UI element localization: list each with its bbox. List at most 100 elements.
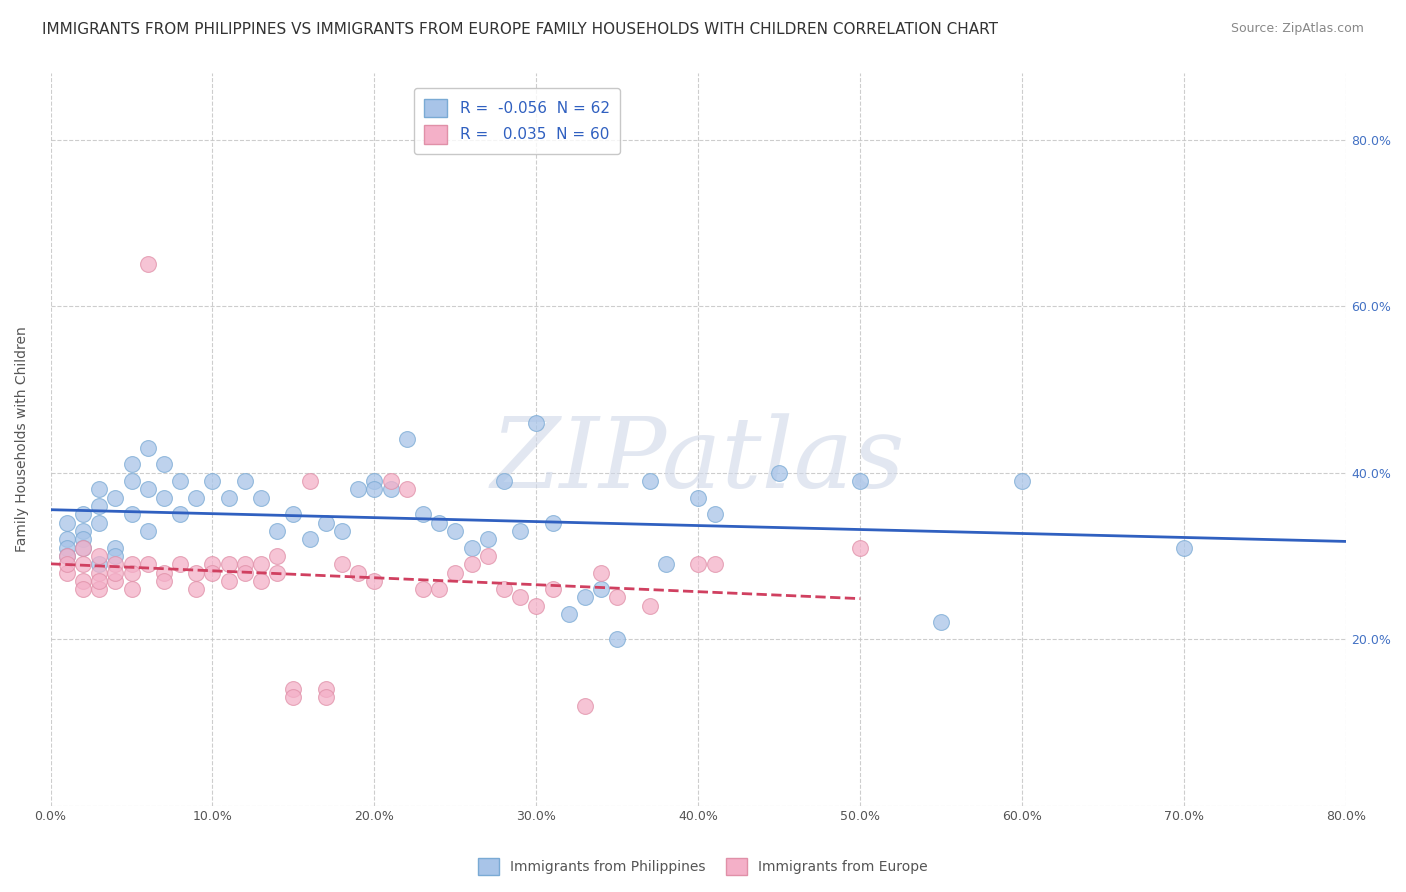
Point xyxy=(591,566,613,580)
Point xyxy=(87,499,110,513)
Point xyxy=(283,681,305,696)
Point xyxy=(136,441,159,455)
Point xyxy=(315,516,337,530)
Point xyxy=(121,474,143,488)
Point xyxy=(55,516,77,530)
Point xyxy=(492,474,515,488)
Point xyxy=(72,582,94,596)
Point xyxy=(591,582,613,596)
Point xyxy=(201,566,224,580)
Point xyxy=(541,582,564,596)
Point xyxy=(330,557,353,571)
Point xyxy=(380,482,402,496)
Point xyxy=(104,549,127,563)
Point xyxy=(169,507,191,521)
Point xyxy=(460,541,482,555)
Point xyxy=(87,582,110,596)
Point xyxy=(55,532,77,546)
Point xyxy=(87,549,110,563)
Point xyxy=(104,566,127,580)
Point xyxy=(153,566,176,580)
Point xyxy=(201,474,224,488)
Point xyxy=(460,557,482,571)
Point xyxy=(574,698,596,713)
Point xyxy=(363,574,385,588)
Point xyxy=(121,557,143,571)
Y-axis label: Family Households with Children: Family Households with Children xyxy=(15,326,30,552)
Point xyxy=(121,566,143,580)
Point xyxy=(703,557,725,571)
Point xyxy=(266,566,288,580)
Point xyxy=(104,557,127,571)
Point xyxy=(558,607,581,621)
Point xyxy=(72,557,94,571)
Point xyxy=(283,690,305,705)
Point xyxy=(72,532,94,546)
Point xyxy=(233,557,256,571)
Point xyxy=(298,532,321,546)
Point xyxy=(492,582,515,596)
Point xyxy=(444,524,467,538)
Point xyxy=(121,457,143,471)
Point xyxy=(298,474,321,488)
Point xyxy=(218,557,240,571)
Text: ZIPatlas: ZIPatlas xyxy=(491,414,905,509)
Point xyxy=(315,681,337,696)
Point xyxy=(427,582,450,596)
Point xyxy=(55,566,77,580)
Point xyxy=(72,541,94,555)
Point xyxy=(638,599,661,613)
Point xyxy=(250,557,273,571)
Point xyxy=(201,557,224,571)
Point xyxy=(218,491,240,505)
Point xyxy=(104,574,127,588)
Point xyxy=(524,416,547,430)
Point xyxy=(427,516,450,530)
Point xyxy=(315,690,337,705)
Point xyxy=(347,482,370,496)
Point xyxy=(266,549,288,563)
Point xyxy=(477,549,499,563)
Point xyxy=(655,557,678,571)
Point xyxy=(153,491,176,505)
Point xyxy=(703,507,725,521)
Point xyxy=(1173,541,1195,555)
Text: IMMIGRANTS FROM PHILIPPINES VS IMMIGRANTS FROM EUROPE FAMILY HOUSEHOLDS WITH CHI: IMMIGRANTS FROM PHILIPPINES VS IMMIGRANT… xyxy=(42,22,998,37)
Point xyxy=(283,507,305,521)
Point xyxy=(849,474,872,488)
Point xyxy=(55,541,77,555)
Point xyxy=(169,474,191,488)
Point xyxy=(412,507,434,521)
Point xyxy=(688,557,710,571)
Point xyxy=(87,557,110,571)
Point xyxy=(509,591,531,605)
Point xyxy=(688,491,710,505)
Point xyxy=(72,541,94,555)
Point xyxy=(186,582,208,596)
Point xyxy=(250,574,273,588)
Text: Source: ZipAtlas.com: Source: ZipAtlas.com xyxy=(1230,22,1364,36)
Point xyxy=(218,574,240,588)
Point xyxy=(104,541,127,555)
Point xyxy=(444,566,467,580)
Point xyxy=(412,582,434,596)
Point xyxy=(121,507,143,521)
Point xyxy=(395,482,418,496)
Point xyxy=(87,482,110,496)
Point xyxy=(55,549,77,563)
Point xyxy=(363,474,385,488)
Point xyxy=(72,524,94,538)
Point xyxy=(524,599,547,613)
Point xyxy=(330,524,353,538)
Point xyxy=(121,582,143,596)
Point xyxy=(606,591,628,605)
Point xyxy=(250,491,273,505)
Point xyxy=(574,591,596,605)
Point xyxy=(929,615,952,630)
Legend: Immigrants from Philippines, Immigrants from Europe: Immigrants from Philippines, Immigrants … xyxy=(472,853,934,880)
Point xyxy=(136,557,159,571)
Legend: R =  -0.056  N = 62, R =   0.035  N = 60: R = -0.056 N = 62, R = 0.035 N = 60 xyxy=(413,88,620,154)
Point xyxy=(638,474,661,488)
Point xyxy=(87,516,110,530)
Point xyxy=(233,566,256,580)
